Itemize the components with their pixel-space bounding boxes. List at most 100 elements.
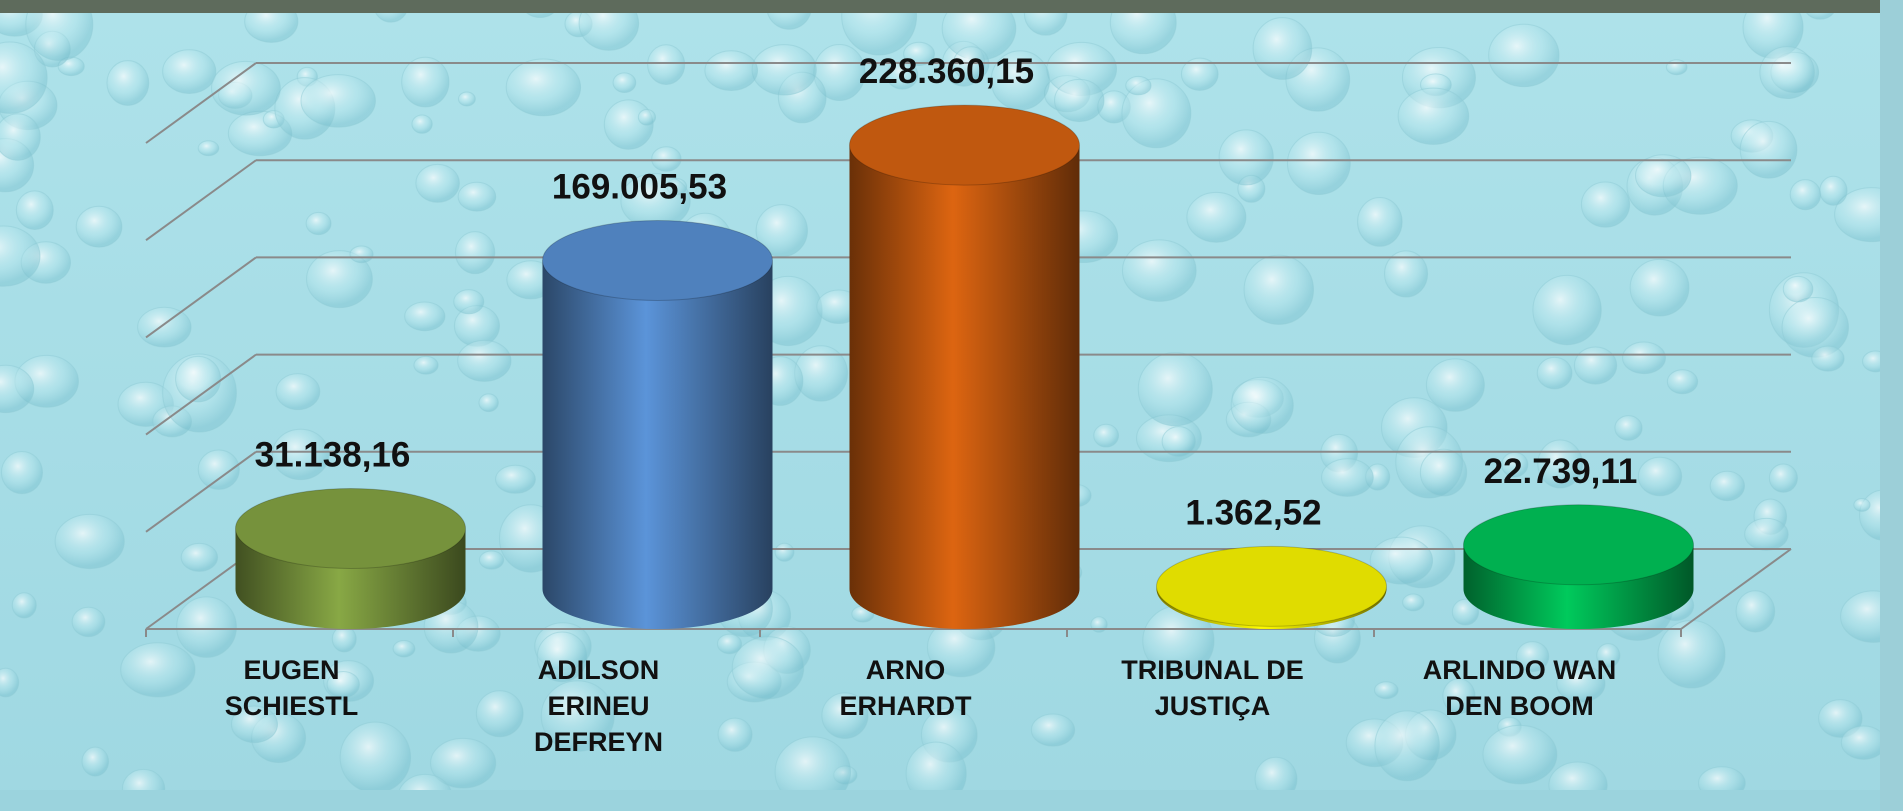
drop <box>230 705 278 744</box>
drop <box>275 373 321 411</box>
drop <box>305 211 332 236</box>
drop <box>1218 129 1274 186</box>
drop <box>1614 415 1643 441</box>
drop <box>137 306 192 348</box>
drop <box>1121 239 1197 302</box>
top-strip <box>0 0 1903 13</box>
drop <box>1121 78 1192 149</box>
drop <box>1125 75 1152 96</box>
drop <box>612 72 637 94</box>
x-tick-label: TRIBUNAL DE JUSTIÇA <box>1121 655 1304 721</box>
drop <box>15 190 54 230</box>
drop <box>475 690 524 738</box>
drop <box>326 670 360 699</box>
drop <box>392 640 416 658</box>
bar-top <box>1156 545 1387 627</box>
drop <box>1657 620 1726 689</box>
drop <box>1709 470 1745 502</box>
grid-line <box>145 353 257 436</box>
drop <box>1321 458 1374 497</box>
drop <box>0 667 20 698</box>
drop <box>0 364 35 414</box>
x-tick-label: ARLINDO WAN DEN BOOM <box>1422 655 1617 721</box>
x-tick-label: ARNO ERHARDT <box>839 655 972 721</box>
drop <box>1230 376 1294 435</box>
drop <box>1137 352 1213 427</box>
bar <box>542 260 773 629</box>
value-label: 169.005,53 <box>552 167 727 206</box>
drop <box>1054 78 1105 123</box>
drop <box>1161 426 1196 458</box>
drop <box>1665 59 1688 76</box>
drop <box>0 113 41 161</box>
drop <box>478 550 505 570</box>
drop <box>495 464 536 494</box>
drop <box>430 737 497 789</box>
drop <box>175 355 222 403</box>
drop <box>1629 258 1690 317</box>
drop <box>1782 275 1814 303</box>
drop <box>1425 358 1485 412</box>
drop <box>1109 0 1177 55</box>
floor-edge <box>1680 548 1792 630</box>
drop <box>1622 341 1667 375</box>
drop <box>731 636 805 700</box>
drop <box>1739 120 1798 179</box>
drop <box>1419 448 1468 497</box>
drop <box>0 41 48 114</box>
drop <box>1768 463 1798 493</box>
drop <box>1442 678 1476 715</box>
value-label: 1.362,52 <box>1185 493 1321 532</box>
value-label: 228.360,15 <box>859 52 1034 91</box>
grid-line <box>145 450 257 533</box>
drop <box>1744 517 1789 551</box>
drop <box>1093 423 1120 448</box>
bar-top <box>1463 504 1694 586</box>
drop <box>821 692 869 739</box>
drop <box>1573 346 1618 385</box>
drop <box>1030 713 1076 747</box>
drop <box>1596 643 1621 668</box>
drop <box>1789 179 1822 211</box>
drop <box>404 301 446 332</box>
drop <box>1853 497 1871 512</box>
drop <box>717 717 753 752</box>
drop <box>106 60 150 106</box>
drop <box>1637 456 1683 497</box>
drop <box>841 0 918 56</box>
drop <box>1536 356 1573 390</box>
drop <box>339 721 412 794</box>
drop <box>637 108 657 126</box>
drop <box>1818 699 1863 738</box>
drop <box>704 50 759 92</box>
value-label: 22.739,11 <box>1484 452 1638 491</box>
drop <box>1252 17 1313 80</box>
drop <box>1373 681 1399 700</box>
drop <box>1515 641 1550 673</box>
drop <box>1402 593 1425 612</box>
x-tick-label: ADILSON ERINEU DEFREYN <box>533 655 663 757</box>
drop <box>716 633 743 655</box>
drop <box>1488 23 1560 88</box>
drop <box>1397 87 1470 145</box>
drop <box>536 631 588 683</box>
drop <box>0 450 44 495</box>
drop <box>413 355 439 375</box>
drop <box>75 205 123 248</box>
drop <box>1634 154 1692 198</box>
bottom-strip <box>0 790 1903 811</box>
drop <box>651 146 682 172</box>
drop <box>540 680 615 752</box>
drop <box>1811 345 1845 372</box>
drop <box>331 625 357 653</box>
drop <box>457 181 497 212</box>
bar <box>849 145 1080 629</box>
value-label: 31.138,16 <box>255 435 411 474</box>
drop <box>11 592 37 619</box>
drop <box>180 542 219 572</box>
drop <box>457 91 476 107</box>
right-strip <box>1880 0 1903 811</box>
drop <box>1384 250 1429 298</box>
